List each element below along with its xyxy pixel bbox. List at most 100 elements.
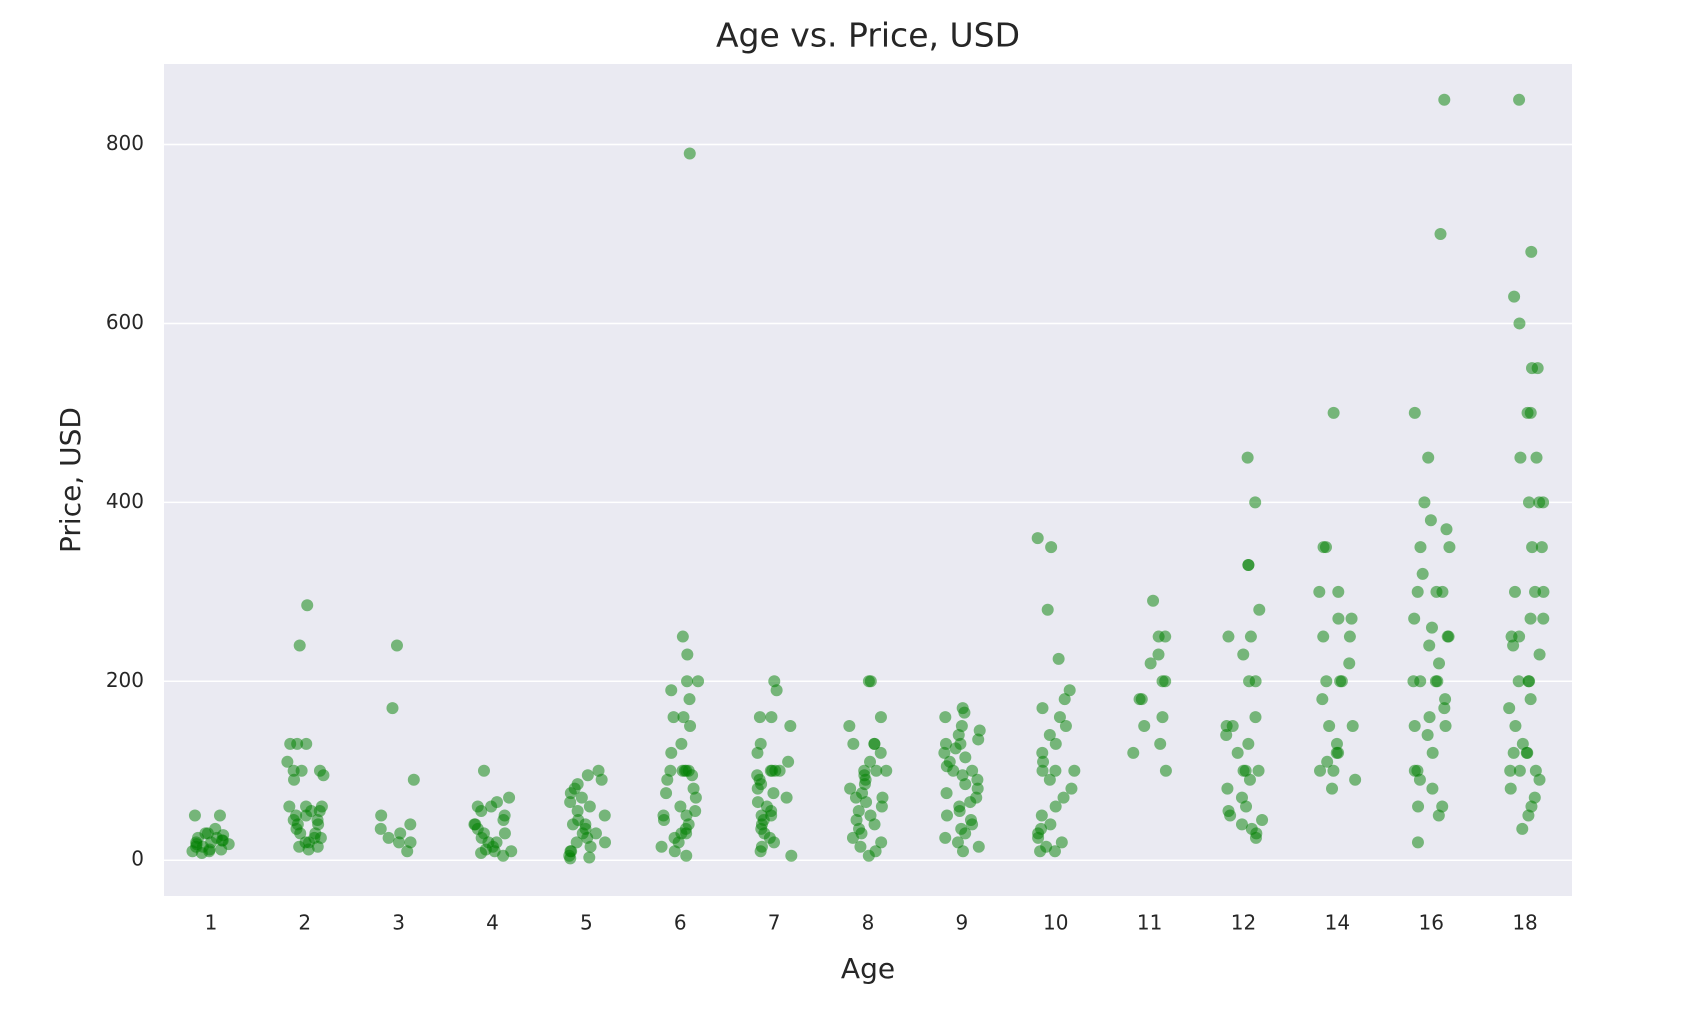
- data-point: [940, 787, 953, 800]
- data-point: [1530, 451, 1543, 464]
- data-point: [1514, 451, 1527, 464]
- data-point: [1317, 630, 1330, 643]
- x-tick-label: 3: [392, 911, 405, 935]
- data-point: [692, 675, 705, 688]
- data-point: [753, 711, 766, 724]
- data-point: [868, 737, 881, 750]
- data-point: [1249, 831, 1262, 844]
- data-point: [939, 831, 952, 844]
- data-point: [1036, 702, 1049, 715]
- data-point: [1323, 720, 1336, 733]
- data-point: [681, 675, 694, 688]
- data-point: [1434, 227, 1447, 240]
- data-point: [1346, 720, 1359, 733]
- data-point: [1249, 711, 1262, 724]
- data-point: [1503, 702, 1516, 715]
- data-point: [1034, 845, 1047, 858]
- data-point: [1138, 720, 1151, 733]
- data-point: [1244, 630, 1257, 643]
- data-point: [1313, 585, 1326, 598]
- data-point: [1147, 594, 1160, 607]
- x-tick-label: 9: [955, 911, 968, 935]
- data-point: [1159, 675, 1172, 688]
- data-point: [1426, 782, 1439, 795]
- x-tick-label: 8: [862, 911, 875, 935]
- data-point: [959, 778, 972, 791]
- data-point: [374, 822, 387, 835]
- data-point: [1242, 558, 1255, 571]
- data-point: [564, 845, 577, 858]
- data-point: [675, 737, 688, 750]
- data-point: [1049, 764, 1062, 777]
- data-point: [972, 840, 985, 853]
- data-point: [503, 791, 516, 804]
- data-point: [973, 724, 986, 737]
- data-point: [1043, 773, 1056, 786]
- data-point: [497, 849, 510, 862]
- data-point: [1256, 813, 1269, 826]
- data-point: [1524, 612, 1537, 625]
- data-point: [966, 818, 979, 831]
- data-point: [485, 800, 498, 813]
- data-point: [951, 836, 964, 849]
- data-point: [1332, 746, 1345, 759]
- data-point: [1418, 496, 1431, 509]
- data-point: [864, 809, 877, 822]
- data-point: [1152, 630, 1165, 643]
- data-point: [1531, 362, 1544, 375]
- data-point: [880, 764, 893, 777]
- data-point: [1156, 711, 1169, 724]
- data-point: [874, 711, 887, 724]
- data-point: [940, 809, 953, 822]
- data-point: [1509, 720, 1522, 733]
- data-point: [751, 746, 764, 759]
- data-point: [1327, 764, 1340, 777]
- data-point: [876, 791, 889, 804]
- data-point: [1240, 800, 1253, 813]
- data-point: [846, 831, 859, 844]
- data-point: [497, 813, 510, 826]
- data-point: [1332, 585, 1345, 598]
- data-point: [751, 782, 764, 795]
- data-point: [190, 838, 203, 851]
- data-point: [1408, 612, 1421, 625]
- data-point: [564, 796, 577, 809]
- data-point: [680, 849, 693, 862]
- data-point: [958, 706, 971, 719]
- data-point: [681, 648, 694, 661]
- data-point: [1327, 406, 1340, 419]
- data-point: [1504, 782, 1517, 795]
- data-point: [952, 728, 965, 741]
- data-point: [598, 809, 611, 822]
- data-point: [1513, 317, 1526, 330]
- data-point: [1032, 831, 1045, 844]
- data-point: [477, 764, 490, 777]
- data-point: [768, 836, 781, 849]
- data-point: [964, 796, 977, 809]
- data-point: [1343, 630, 1356, 643]
- data-point: [215, 843, 228, 856]
- data-point: [754, 845, 767, 858]
- data-point: [844, 782, 857, 795]
- data-point: [755, 809, 768, 822]
- x-tick-label: 1: [205, 911, 218, 935]
- data-point: [188, 809, 201, 822]
- data-point: [939, 737, 952, 750]
- data-point: [583, 800, 596, 813]
- data-point: [375, 809, 388, 822]
- data-point: [854, 840, 867, 853]
- data-point: [300, 737, 313, 750]
- data-point: [564, 787, 577, 800]
- data-point: [1438, 93, 1451, 106]
- data-point: [782, 755, 795, 768]
- data-point: [317, 769, 330, 782]
- data-point: [302, 843, 315, 856]
- data-point: [1035, 809, 1048, 822]
- data-point: [971, 782, 984, 795]
- data-point: [1231, 746, 1244, 759]
- x-tick-label: 11: [1137, 911, 1162, 935]
- data-point: [571, 805, 584, 818]
- data-point: [1065, 782, 1078, 795]
- data-point: [1422, 451, 1435, 464]
- data-point: [1326, 782, 1339, 795]
